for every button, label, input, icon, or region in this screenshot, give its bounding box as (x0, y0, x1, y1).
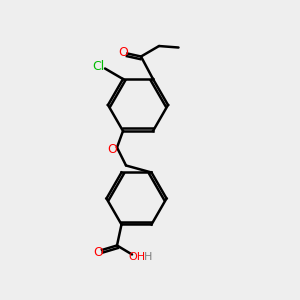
Text: OH: OH (128, 252, 145, 262)
Text: O: O (94, 246, 103, 259)
Text: H: H (144, 253, 153, 262)
Text: Cl: Cl (92, 60, 104, 73)
Text: O: O (108, 143, 117, 156)
Text: O: O (118, 46, 128, 59)
